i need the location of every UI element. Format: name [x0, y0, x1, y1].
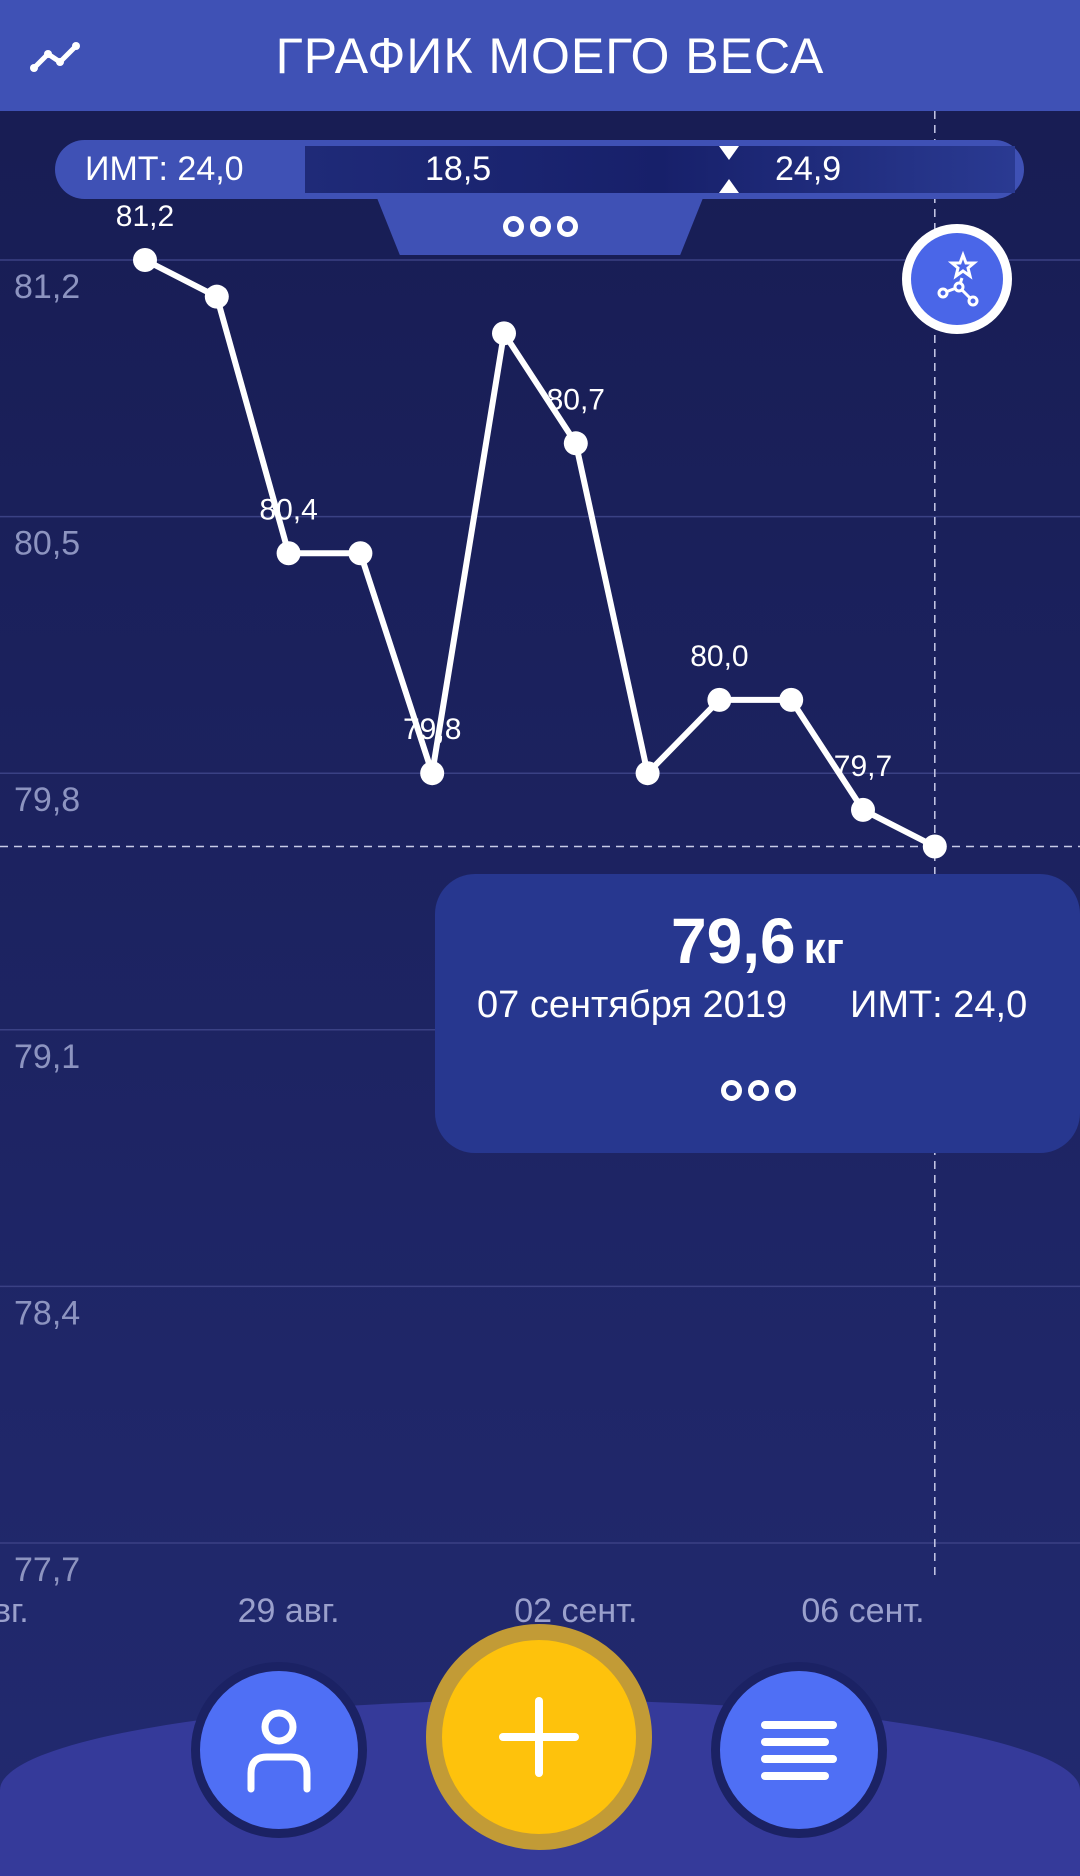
header: ГРАФИК МОЕГО ВЕСА: [0, 0, 1080, 111]
x-tick-label: 02 сент.: [514, 1592, 637, 1630]
bmi-value: ИМТ: 24,0: [85, 150, 244, 188]
y-tick-label: 78,4: [14, 1294, 80, 1332]
more-dots-icon[interactable]: [721, 1080, 796, 1101]
person-icon: [247, 1709, 311, 1793]
data-point[interactable]: [779, 687, 804, 712]
data-point[interactable]: [492, 321, 516, 346]
tooltip-bmi: ИМТ: 24,0: [850, 984, 1028, 1026]
y-tick-label: 79,1: [14, 1038, 80, 1076]
more-dots-icon: [502, 216, 578, 237]
data-point[interactable]: [851, 797, 875, 822]
add-weight-button[interactable]: [426, 1624, 652, 1850]
data-label: 79,7: [834, 750, 892, 783]
data-point[interactable]: [276, 541, 301, 566]
trend-line-icon[interactable]: [28, 36, 84, 76]
bmi-range-bar[interactable]: ИМТ: 24,0 18,5 24,9: [55, 140, 1024, 199]
data-point[interactable]: [133, 248, 157, 272]
selected-point-tooltip[interactable]: 79,6 кг 07 сентября 2019 ИМТ: 24,0: [435, 874, 1080, 1153]
data-label: 80,0: [690, 640, 748, 673]
x-tick-label: 06 сент.: [801, 1592, 924, 1630]
data-label: 80,7: [547, 383, 605, 416]
profile-button[interactable]: [191, 1662, 367, 1838]
bmi-low-bound: 18,5: [425, 150, 492, 188]
data-label: 81,2: [116, 200, 174, 233]
menu-lines-icon: [761, 1721, 837, 1780]
tooltip-weight-value: 79,6: [671, 905, 796, 977]
goal-button[interactable]: [902, 224, 1012, 334]
data-point[interactable]: [420, 761, 445, 786]
weight-line: [143, 257, 937, 850]
y-tick-label: 79,8: [14, 781, 80, 819]
data-point[interactable]: [635, 761, 660, 786]
data-point[interactable]: [348, 541, 373, 566]
tooltip-date: 07 сентября 2019: [477, 984, 788, 1026]
menu-button[interactable]: [711, 1662, 887, 1838]
data-point[interactable]: [707, 687, 732, 712]
data-label: 79,8: [403, 713, 461, 746]
plus-icon: [499, 1697, 579, 1777]
data-point[interactable]: [204, 284, 229, 309]
bmi-scale: 18,5 24,9: [305, 146, 1015, 193]
data-label: 80,4: [259, 493, 317, 526]
x-tick-label: 29 авг.: [238, 1592, 340, 1630]
bmi-high-bound: 24,9: [775, 150, 842, 188]
page-title: ГРАФИК МОЕГО ВЕСА: [275, 27, 825, 84]
data-point[interactable]: [922, 834, 947, 859]
y-tick-label: 81,2: [14, 268, 80, 306]
star-graph-icon: [937, 250, 979, 307]
y-tick-label: 77,7: [14, 1551, 80, 1589]
tooltip-weight: 79,6 кг: [435, 904, 1080, 978]
x-tick-label: авг.: [0, 1592, 29, 1630]
tooltip-weight-unit: кг: [803, 924, 844, 973]
data-point[interactable]: [563, 431, 588, 456]
bmi-marker-icon: [719, 146, 739, 193]
y-tick-label: 80,5: [14, 525, 80, 563]
bmi-more-button[interactable]: [377, 198, 703, 255]
